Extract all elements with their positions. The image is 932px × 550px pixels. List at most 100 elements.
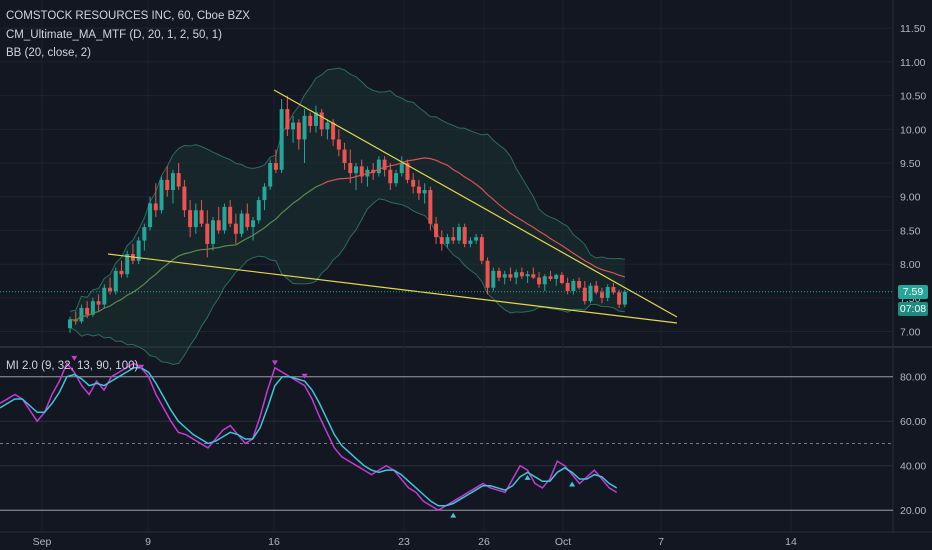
candle-body — [114, 271, 118, 291]
candle-body — [600, 292, 604, 297]
candle-body — [537, 278, 541, 285]
candle — [114, 267, 118, 294]
candle-body — [119, 271, 123, 274]
candle — [102, 284, 106, 308]
price-axis-label: 9.50 — [900, 158, 921, 170]
bollinger-bands — [70, 68, 625, 364]
candle-body — [200, 210, 204, 223]
candle-body — [268, 163, 272, 187]
candle-body — [474, 237, 478, 240]
candle — [480, 234, 484, 264]
oscillator-pane[interactable] — [0, 356, 893, 518]
candle-body — [617, 292, 621, 304]
time-axis-label: Sep — [33, 536, 52, 548]
bb-fill — [70, 68, 625, 364]
osc-axis-label: 60.00 — [900, 416, 926, 428]
candle — [268, 160, 272, 190]
candle-body — [560, 275, 564, 283]
candle-body — [257, 200, 261, 220]
candle-body — [331, 123, 335, 140]
candle-body — [337, 139, 341, 149]
candle — [222, 203, 226, 233]
candle-body — [177, 173, 181, 186]
candle-body — [486, 261, 490, 288]
price-axis-label: 11.50 — [900, 23, 926, 35]
candle-body — [468, 241, 472, 244]
osc-axis-label: 40.00 — [900, 461, 926, 473]
symbol-legend[interactable]: COMSTOCK RESOURCES INC, 60, Cboe BZX — [6, 10, 250, 22]
candle-body — [589, 286, 593, 302]
candle-body — [262, 187, 266, 200]
osc-axis-label: 80.00 — [900, 372, 926, 384]
candle-body — [320, 112, 324, 129]
candle-body — [514, 272, 518, 277]
candle-body — [457, 227, 461, 240]
bb-indicator-legend[interactable]: BB (20, close, 2) — [6, 47, 91, 59]
candle — [240, 210, 244, 237]
candle-body — [577, 281, 581, 288]
candle-body — [623, 292, 627, 305]
osc-sell-marker — [272, 360, 278, 365]
candle-body — [423, 190, 427, 193]
time-axis-label: 14 — [785, 536, 797, 548]
candle-body — [171, 173, 175, 190]
candle-body — [497, 271, 501, 278]
candle-body — [526, 274, 530, 276]
candle-body — [451, 237, 455, 240]
candle-body — [182, 187, 186, 211]
candle-body — [234, 224, 238, 234]
candle-body — [400, 163, 404, 173]
candle — [257, 197, 261, 224]
candle-body — [280, 109, 284, 170]
candle-body — [508, 274, 512, 277]
candle-body — [148, 203, 152, 227]
candle-body — [85, 308, 89, 315]
osc-axis-label: 20.00 — [900, 505, 926, 517]
candle — [280, 99, 284, 173]
candle-body — [571, 281, 575, 291]
candle-body — [165, 180, 169, 190]
candle-body — [194, 210, 198, 227]
time-axis-label: 7 — [658, 536, 664, 548]
candle-body — [377, 160, 381, 173]
candle — [125, 251, 129, 278]
candle-body — [606, 287, 610, 298]
candle-body — [446, 237, 450, 244]
ma-indicator-legend[interactable]: CM_Ultimate_MA_MTF (D, 20, 1, 2, 50, 1) — [6, 29, 222, 41]
candle-body — [217, 220, 221, 230]
oscillator-legend[interactable]: MI 2.0 (9, 32, 13, 90, 100) — [6, 360, 138, 372]
candle-body — [274, 163, 278, 170]
candle-body — [102, 288, 106, 305]
candle-body — [308, 116, 312, 126]
candle-body — [543, 276, 547, 284]
price-axis-label: 8.00 — [900, 259, 921, 271]
price-axis-label: 11.00 — [900, 57, 926, 69]
candle-body — [583, 288, 587, 301]
candle-body — [251, 220, 255, 227]
candle — [160, 177, 164, 214]
candle-body — [240, 214, 244, 234]
candle-body — [548, 276, 552, 279]
osc-buy-marker — [450, 513, 456, 518]
price-axis-label: 8.50 — [900, 225, 921, 237]
candle-body — [520, 272, 524, 276]
candle-body — [554, 275, 558, 279]
candle-body — [566, 283, 570, 291]
osc-buy-marker — [525, 475, 531, 480]
candle-body — [411, 180, 415, 187]
candle — [463, 224, 467, 248]
candle-body — [343, 150, 347, 163]
time-axis-label: 9 — [145, 536, 151, 548]
candle-body — [428, 190, 432, 224]
candle-body — [434, 224, 438, 237]
price-axis-label: 10.00 — [900, 124, 926, 136]
candle-body — [97, 301, 101, 304]
candle-body — [531, 274, 535, 277]
candle-body — [205, 224, 209, 244]
candle-body — [285, 109, 289, 129]
candle — [589, 283, 593, 303]
candle-body — [160, 180, 164, 210]
candle-body — [108, 288, 112, 291]
candle — [137, 237, 141, 264]
